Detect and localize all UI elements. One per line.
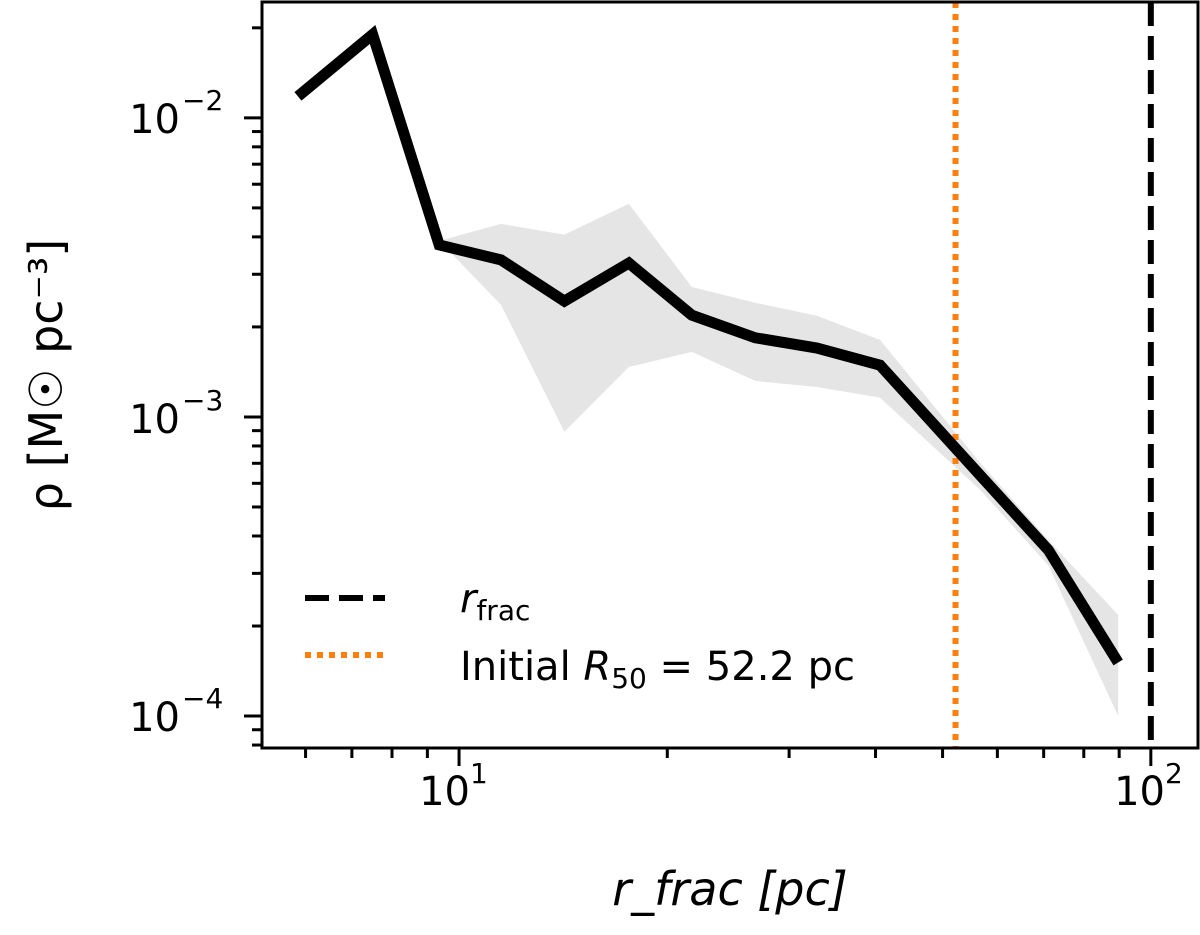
y-axis-label: ρ [M☉ pc⁻³]	[19, 239, 73, 511]
legend-label-r50: Initial R50 = 52.2 pc	[460, 644, 855, 695]
plot-area	[294, 2, 1154, 748]
svg-text:−4: −4	[182, 682, 223, 715]
svg-text:10: 10	[129, 695, 180, 741]
x-axis-label: r_frac [pc]	[612, 862, 848, 916]
axis-ticks	[244, 26, 1153, 766]
svg-text:−2: −2	[182, 84, 223, 117]
density-profile-line	[294, 25, 1123, 666]
svg-text:2: 2	[1165, 757, 1183, 790]
x-tick-label-10: 10 1	[419, 757, 488, 815]
y-tick-label-1e-2: 10 −2	[129, 84, 223, 143]
svg-text:10: 10	[419, 769, 470, 815]
svg-text:10: 10	[1114, 769, 1165, 815]
svg-text:−3: −3	[182, 384, 223, 417]
y-tick-label-1e-4: 10 −4	[129, 682, 223, 741]
x-tick-label-100: 10 2	[1114, 757, 1183, 815]
svg-text:10: 10	[129, 397, 180, 443]
axes-frame	[260, 0, 1200, 750]
y-tick-label-1e-3: 10 −3	[129, 384, 223, 443]
legend: rfrac Initial R50 = 52.2 pc	[305, 576, 855, 695]
legend-label-rfrac: rfrac	[460, 576, 530, 627]
scatter-band	[439, 203, 1119, 717]
svg-text:10: 10	[129, 97, 180, 143]
svg-text:1: 1	[470, 757, 488, 790]
